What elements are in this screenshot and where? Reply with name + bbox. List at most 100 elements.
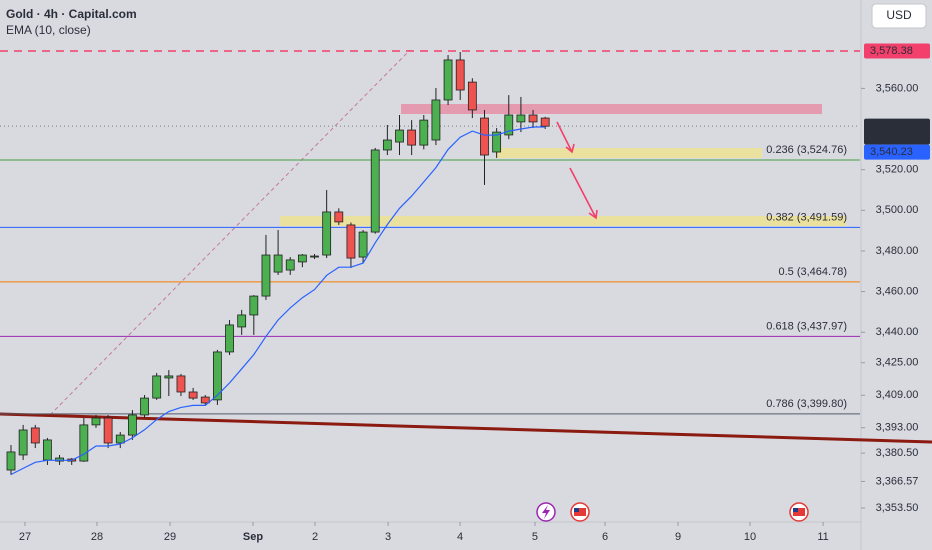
candle-body — [188, 391, 198, 399]
candle-body — [467, 81, 477, 111]
candle-body — [455, 59, 465, 91]
fib-level-label: 0.236 (3,524.76) — [766, 144, 847, 156]
y-tick-label: 3,460.00 — [876, 286, 919, 298]
candle-body — [407, 129, 417, 146]
plot: 0.236 (3,524.76) 0.382 (3,491.59) 0.5 (3,4… — [0, 50, 860, 476]
candle-body — [43, 439, 52, 461]
candle-body — [6, 451, 16, 471]
arrow — [569, 167, 598, 220]
candle-body — [334, 211, 344, 223]
ema-line — [10, 126, 546, 476]
y-tick-label: 3,480.00 — [876, 245, 919, 257]
flag — [793, 508, 805, 516]
fib-level-label: 0.5 (3,464.78) — [779, 266, 848, 278]
y-tick-label: 3,560.00 — [876, 82, 919, 94]
candle-body — [516, 114, 526, 123]
price-label: 3,540.23 — [870, 146, 913, 158]
x-tick-label: Sep — [243, 531, 263, 543]
candle-body — [91, 417, 101, 426]
candle-body — [540, 117, 550, 127]
candle-body — [140, 397, 149, 416]
candle-body — [225, 324, 234, 353]
candle-body — [200, 396, 210, 404]
supply-zone — [401, 104, 822, 114]
candle-body — [358, 231, 368, 258]
candle-body — [273, 254, 283, 273]
y-tick-label: 3,520.00 — [876, 164, 919, 176]
x-tick-label: 4 — [457, 531, 463, 543]
x-tick-label: 2 — [312, 531, 318, 543]
candle-body — [346, 224, 356, 259]
candle-body — [103, 417, 113, 444]
x-tick-label: 9 — [675, 531, 681, 543]
candle-body — [480, 117, 489, 156]
x-tick-label: 28 — [91, 531, 103, 543]
indicator-label: EMA (10, close) — [6, 23, 91, 37]
x-tick-label: 6 — [602, 531, 608, 543]
candle-body — [310, 255, 319, 258]
candle-body — [55, 457, 64, 462]
candle-body — [528, 114, 538, 123]
demand-zone — [280, 216, 846, 226]
trend-line — [0, 412, 932, 444]
lightning — [542, 505, 550, 519]
countdown-label: 02:51:27 — [870, 132, 913, 144]
candle-body — [419, 119, 429, 146]
candle-body — [285, 259, 295, 271]
y-tick-label: 3,440.00 — [876, 326, 919, 338]
candle-body — [249, 295, 259, 316]
currency-label: USD — [886, 8, 912, 22]
candle-body — [115, 434, 125, 444]
candle-body — [176, 375, 186, 393]
candle-body — [30, 427, 40, 444]
candle-body — [395, 129, 404, 143]
candle-body — [164, 375, 174, 379]
y-tick-label: 3,353.50 — [876, 502, 919, 514]
y-tick-label: 3,425.00 — [876, 357, 919, 369]
candle-body — [431, 99, 441, 141]
candle-body — [382, 139, 392, 151]
fib-level-label: 0.618 (3,437.97) — [766, 320, 847, 332]
x-tick-label: 3 — [385, 531, 391, 543]
fib-level-label: 0.382 (3,491.59) — [766, 211, 847, 223]
candle-body — [322, 211, 332, 256]
candle-body — [370, 149, 380, 233]
candle-body — [297, 254, 307, 263]
y-tick-label: 3,380.50 — [876, 447, 919, 459]
y-tick-label: 3,409.00 — [876, 389, 919, 401]
candle-body — [261, 254, 271, 297]
event-icons — [536, 502, 809, 522]
price-label: 3,578.38 — [870, 45, 913, 57]
price-label: 3,541.41 — [870, 120, 913, 132]
candle-body — [492, 131, 502, 153]
x-tick-label: 10 — [744, 531, 756, 543]
y-tick-label: 3,366.57 — [876, 475, 919, 487]
x-tick-label: 11 — [817, 531, 828, 543]
flag — [574, 508, 586, 516]
currency-button[interactable] — [871, 3, 927, 29]
candle-body — [18, 429, 28, 456]
candle-body — [212, 351, 222, 401]
x-tick-label: 29 — [164, 531, 176, 543]
candle-body — [79, 424, 89, 462]
fib-level-label: 0.786 (3,399.80) — [766, 398, 847, 410]
flag — [793, 508, 798, 512]
candle-body — [443, 59, 453, 101]
fib-trend-line — [49, 49, 411, 416]
demand-zone — [497, 148, 762, 158]
candle-body — [504, 114, 514, 136]
candle-body — [128, 414, 137, 436]
candle-body — [237, 314, 247, 328]
chart-title: Gold · 4h · Capital.com — [6, 7, 137, 21]
candle-body — [152, 375, 162, 399]
price-label-box — [864, 144, 930, 160]
y-tick-label: 3,500.00 — [876, 204, 919, 216]
y-tick-label: 3,393.00 — [876, 422, 919, 434]
flag — [574, 508, 579, 512]
x-tick-label: 27 — [19, 531, 31, 543]
x-tick-label: 5 — [532, 531, 538, 543]
price-label-box — [864, 43, 930, 59]
arrow — [556, 121, 575, 154]
